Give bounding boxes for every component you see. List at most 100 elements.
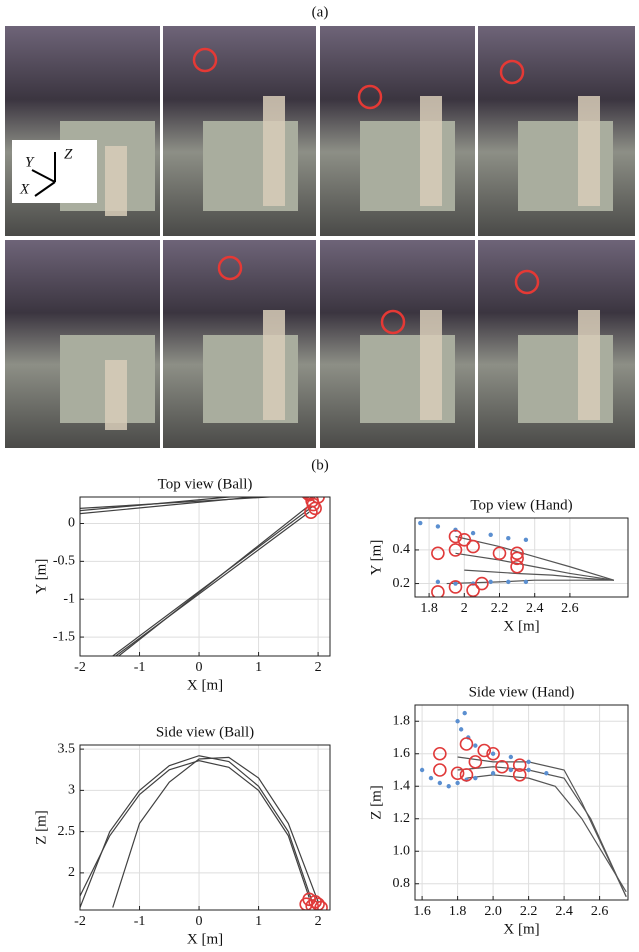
y-tick-label: 1.4 (393, 778, 411, 793)
x-axis-label: X [m] (503, 618, 539, 634)
end-point (468, 755, 483, 769)
end-point (510, 551, 524, 566)
y-tick-label: 1.6 (393, 746, 411, 761)
plot-frame (414, 517, 629, 598)
hand-point (419, 767, 425, 773)
plot-frame (414, 704, 629, 901)
trajectory (446, 579, 614, 585)
trajectory (455, 552, 615, 581)
end-point (512, 768, 527, 782)
x-tick-label: 2 (315, 660, 322, 675)
x-tick-label: 2 (315, 914, 322, 929)
end-point (301, 497, 314, 501)
hand-point (473, 743, 478, 748)
end-point (492, 546, 507, 561)
end-point (459, 737, 474, 751)
plot-title: Side view (Hand) (469, 684, 575, 700)
x-axis-label: X [m] (187, 931, 223, 947)
x-tick-label: 2.4 (555, 904, 573, 919)
x-tick-label: 1.8 (449, 904, 467, 919)
ball-highlight (380, 309, 406, 335)
y-axis-label: Z [m] (368, 785, 384, 820)
plot-marks (80, 755, 328, 910)
hand-point (455, 719, 460, 724)
y-axis-label: Z [m] (33, 810, 49, 845)
y-tick-label: 0.4 (393, 542, 411, 557)
end-point (486, 746, 500, 761)
hand-point (508, 767, 514, 773)
y-tick-label: 3 (68, 783, 75, 798)
end-point (304, 505, 318, 519)
x-tick-label: -2 (74, 660, 86, 675)
hand-point (435, 524, 441, 529)
robot (578, 310, 600, 420)
hand-point (506, 579, 511, 585)
end-point (306, 497, 321, 512)
x-tick-label: 2.4 (526, 601, 544, 616)
end-point (475, 576, 489, 591)
hand-point (428, 775, 434, 781)
hand-point (490, 751, 496, 756)
hand-point (526, 767, 531, 773)
x-tick-label: 2.6 (561, 601, 579, 616)
y-tick-label: 0.2 (393, 576, 411, 591)
end-point (314, 900, 328, 910)
robot (420, 310, 442, 420)
x-tick-label: 2.0 (484, 904, 502, 919)
axis-letter: Y (25, 154, 35, 170)
x-tick-label: 1.8 (420, 601, 438, 616)
hand-point (470, 530, 476, 536)
plot-title: Side view (Ball) (156, 724, 254, 740)
trajectory (464, 569, 614, 581)
hand-point (473, 775, 478, 781)
hand-point (453, 581, 458, 586)
y-tick-label: 0.8 (393, 876, 411, 891)
hand-point (488, 532, 493, 538)
end-point (311, 897, 325, 910)
hand-point (508, 754, 514, 760)
ball-highlight (192, 47, 218, 73)
y-tick-label: 1.8 (393, 713, 411, 728)
y-tick-label: 2.5 (58, 824, 76, 839)
hand-point (462, 710, 467, 716)
end-point (433, 763, 447, 777)
x-tick-label: 2.6 (591, 904, 609, 919)
y-tick-label: 1.2 (393, 811, 411, 826)
end-point (305, 899, 319, 910)
y-tick-label: 3.5 (58, 741, 76, 756)
plot-frame (79, 744, 331, 911)
robot (578, 96, 600, 206)
end-point (431, 546, 445, 561)
x-axis-label: X [m] (503, 921, 539, 937)
trajectory (466, 774, 627, 893)
end-point (477, 743, 492, 758)
end-point (510, 546, 524, 561)
y-tick-label: -0.5 (53, 554, 75, 569)
trajectory (455, 535, 615, 581)
hand-point (437, 780, 443, 786)
robot (263, 310, 285, 420)
trajectory (80, 497, 261, 515)
hand-point (455, 780, 460, 786)
hand-point (418, 520, 423, 526)
hand-point (526, 759, 531, 765)
hand-point (435, 579, 441, 585)
x-tick-label: -2 (74, 914, 86, 929)
axis-letter: X (19, 181, 30, 197)
photo-grid (5, 26, 635, 448)
panel-label: (a) (312, 4, 329, 20)
robot (105, 146, 127, 216)
end-point (459, 768, 474, 782)
end-point (450, 766, 465, 781)
trajectory (457, 756, 627, 898)
panel-label: (b) (311, 457, 329, 473)
end-point (495, 759, 509, 774)
end-point (448, 543, 463, 557)
hand-point (488, 579, 493, 585)
x-tick-label: 2.2 (520, 904, 538, 919)
x-tick-label: -1 (134, 660, 146, 675)
end-point (448, 580, 463, 594)
y-tick-label: 1.0 (393, 843, 411, 858)
ball-highlight (514, 269, 540, 295)
x-tick-label: -1 (134, 914, 146, 929)
